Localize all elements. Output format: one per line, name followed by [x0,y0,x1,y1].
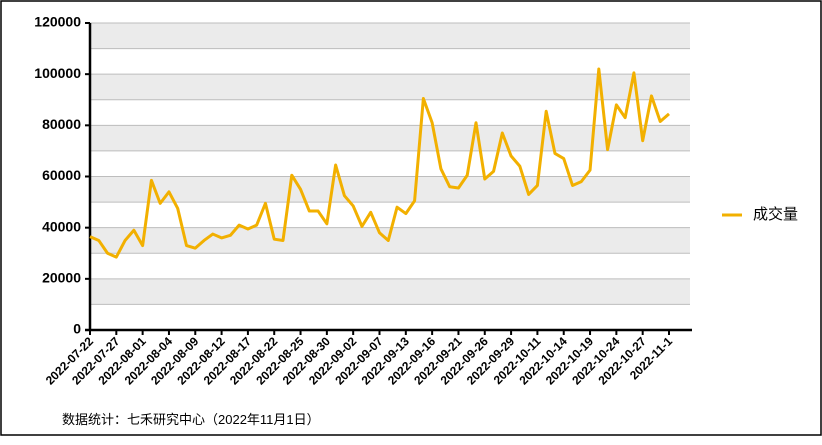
y-tick-label: 0 [73,321,81,337]
grid-band [90,23,690,49]
y-tick-label: 100000 [34,65,81,81]
frame [0,0,822,436]
y-tick-label: 120000 [34,14,81,30]
y-tick-label: 40000 [42,218,81,234]
grid-band [90,278,690,305]
grid-band [90,176,690,203]
data-line [89,67,670,259]
grid-band [90,74,690,100]
grid-band [90,125,690,151]
y-tick-label: 60000 [42,167,81,183]
source-note: 数据统计：七禾研究中心（2022年11月1日） [62,412,320,427]
y-tick-label: 20000 [42,270,81,286]
legend-label: 成交量 [753,205,798,223]
y-tick-label: 80000 [42,116,81,132]
